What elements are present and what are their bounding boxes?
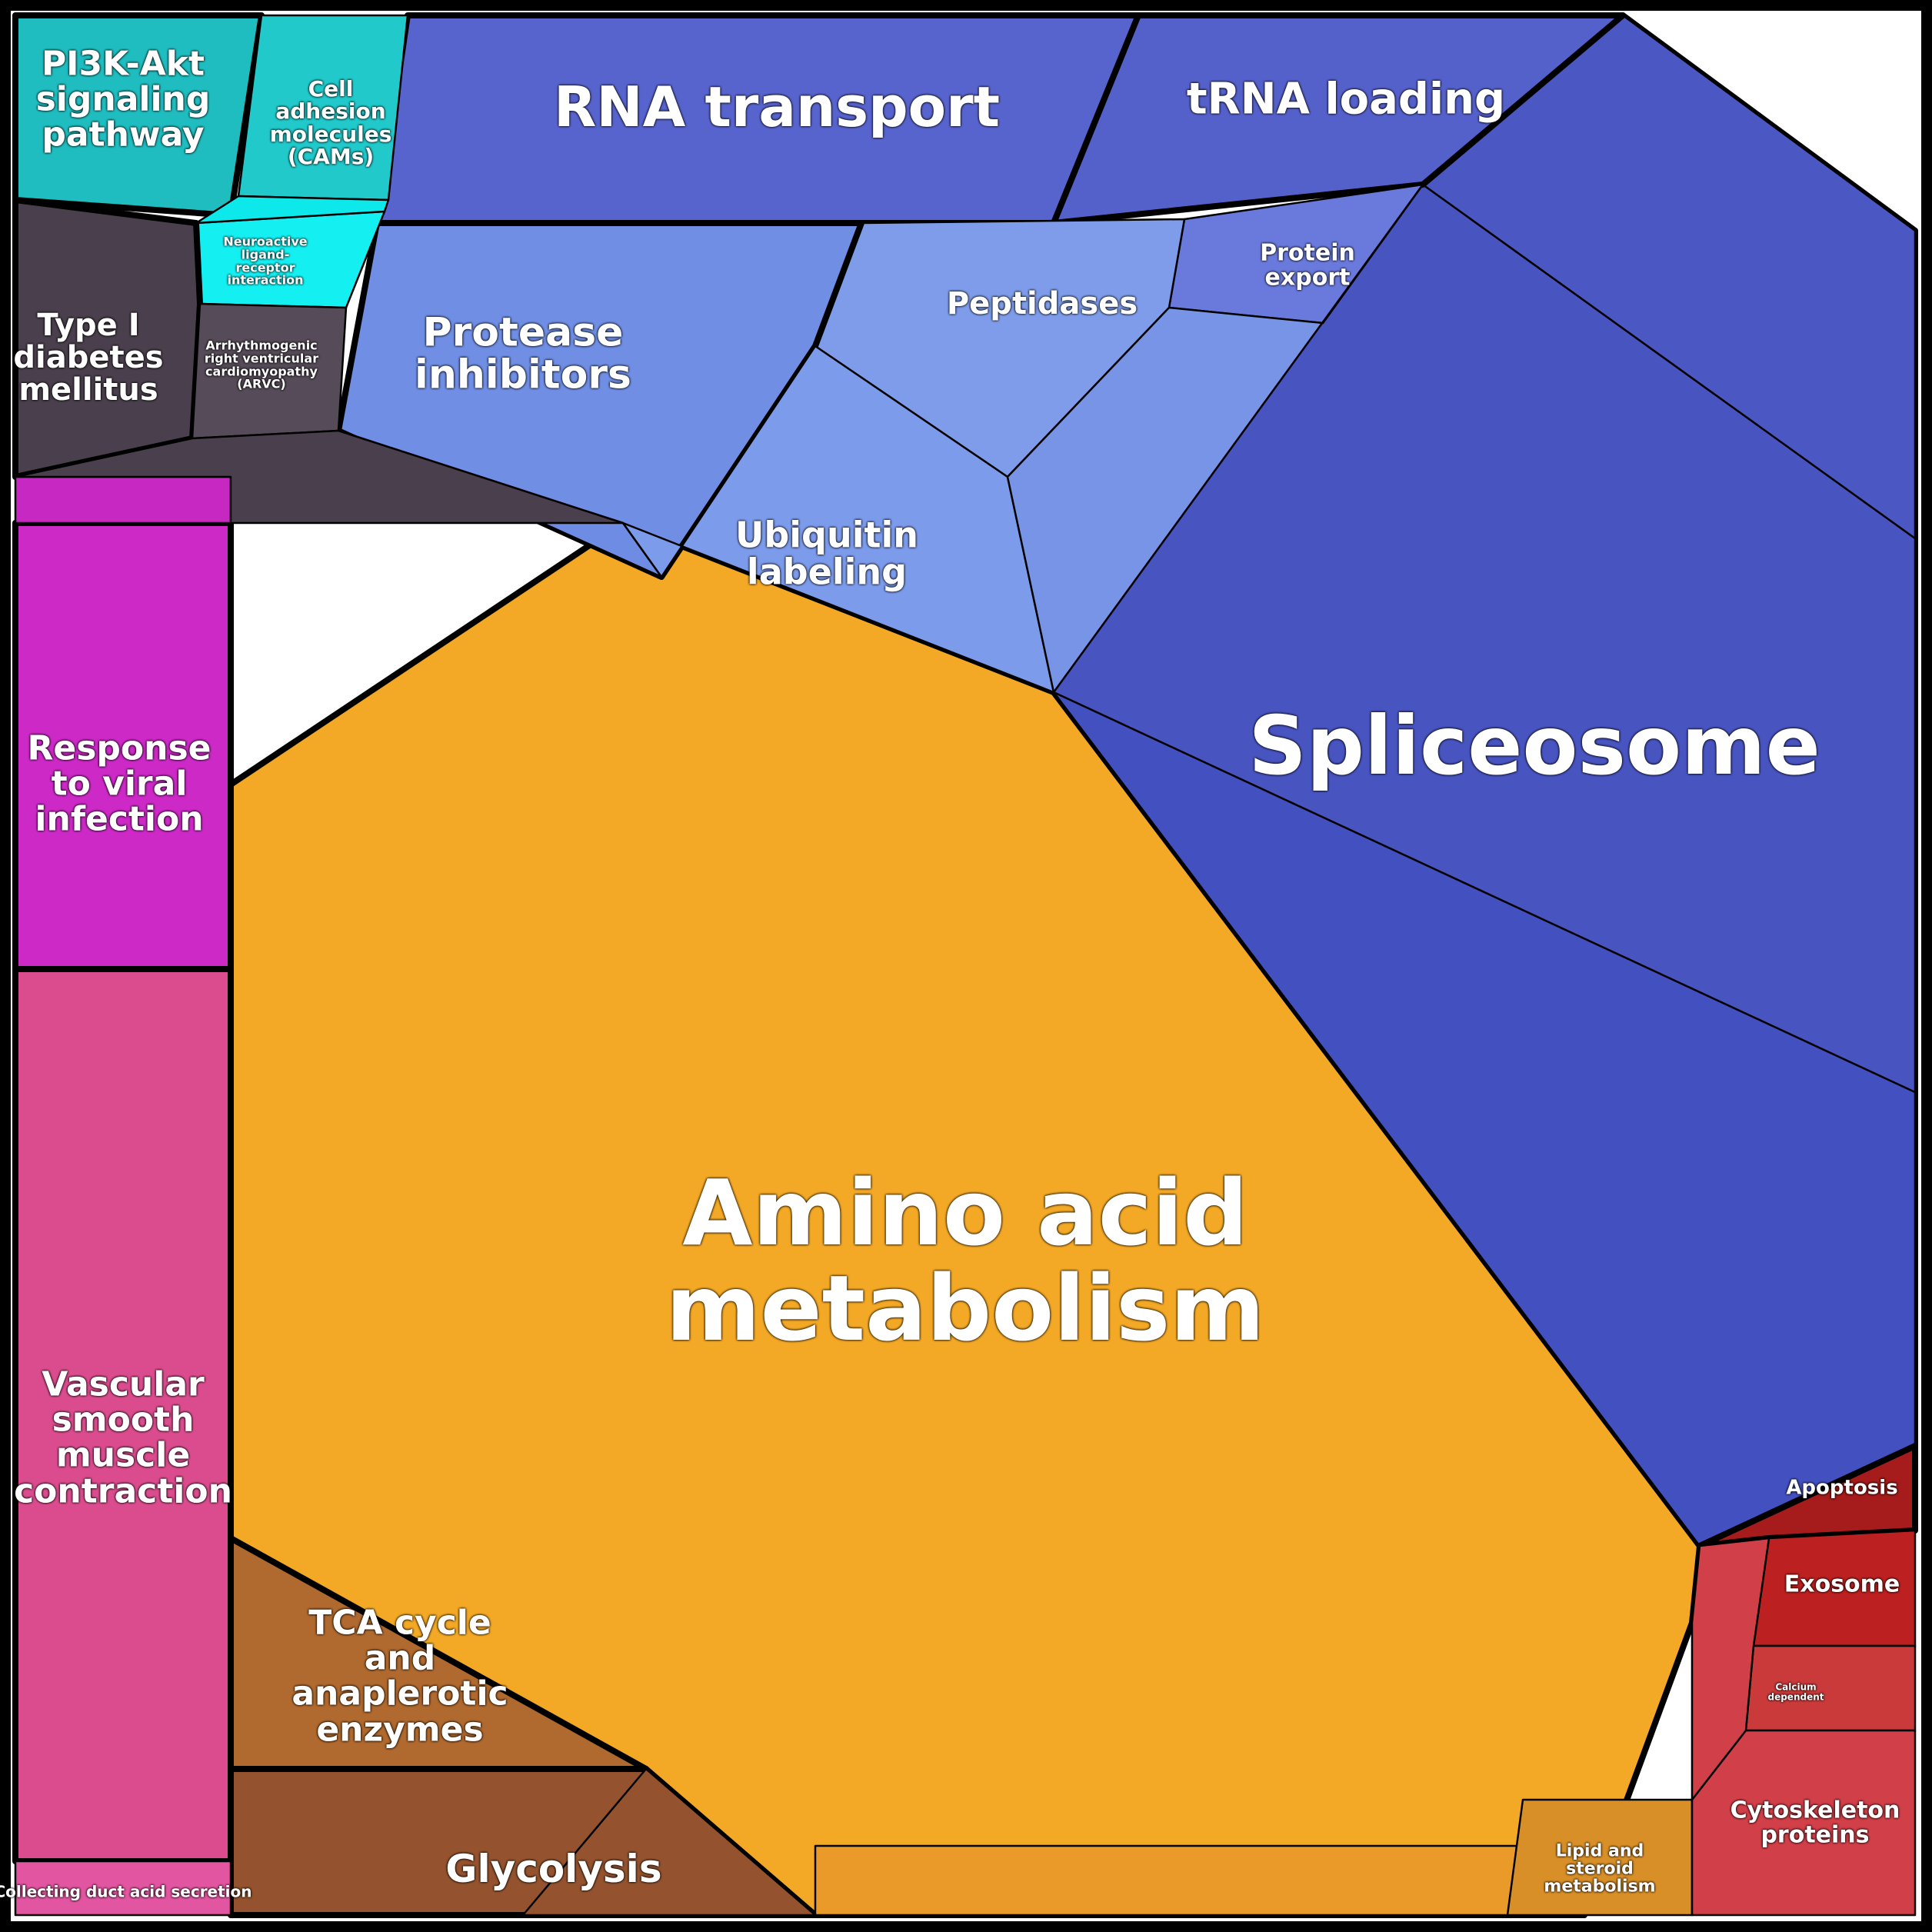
cell-response-viral	[15, 523, 231, 969]
cell-rna-transport	[377, 15, 1138, 223]
cell-calcium	[1746, 1646, 1915, 1730]
cell-cell-adhesion	[238, 15, 408, 200]
cell-neuroactive	[196, 212, 385, 308]
cell-exosome	[1754, 1531, 1915, 1646]
cell-magenta-strip	[15, 477, 231, 523]
cell-pi3k-akt	[15, 15, 261, 215]
cell-vascular-smooth	[15, 969, 231, 1861]
cell-collecting-duct	[15, 1861, 231, 1915]
cell-orange-bottom-strip	[815, 1846, 1584, 1915]
polygon-layer	[0, 0, 1932, 1932]
cell-arvc	[192, 304, 346, 438]
cell-type1-diabetes	[15, 200, 200, 477]
voronoi-treemap: Amino acid metabolismTCA cycle and anapl…	[0, 0, 1932, 1932]
cell-lipid-steroid	[1507, 1800, 1692, 1915]
